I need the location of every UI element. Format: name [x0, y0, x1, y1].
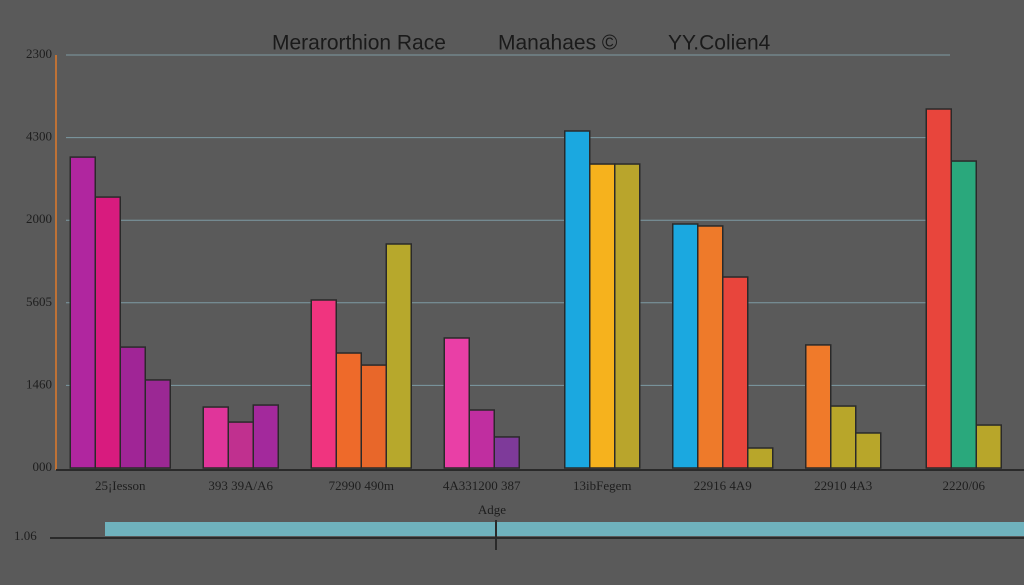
- bar: [925, 108, 952, 469]
- y-tick-label: 2000: [26, 211, 52, 226]
- x-tick-label: 4A331200 387: [443, 478, 521, 493]
- bar: [310, 299, 337, 469]
- bar: [950, 160, 977, 469]
- bar: [252, 404, 279, 469]
- chart-title: YY.Colien4: [668, 32, 771, 55]
- bar: [855, 432, 882, 469]
- y-tick-label: 4300: [26, 129, 52, 144]
- bar: [69, 156, 96, 469]
- bar: [830, 405, 857, 469]
- bar: [747, 447, 774, 469]
- bar: [805, 344, 832, 469]
- chart-title: Manahaes ©: [498, 32, 618, 55]
- x-tick-label: 22910 4A3: [814, 478, 872, 493]
- x-tick-label: 2220/06: [942, 478, 985, 493]
- bar: [589, 163, 616, 469]
- bar: [119, 346, 146, 469]
- bar: [975, 424, 1002, 469]
- bar: [697, 225, 724, 469]
- footer-label: 1.06: [14, 528, 37, 543]
- y-tick-label: 1460: [26, 376, 52, 391]
- bar: [564, 130, 591, 469]
- bar: [202, 406, 229, 469]
- y-tick-label: 2300: [26, 46, 52, 61]
- x-tick-label: 22916 4A9: [694, 478, 752, 493]
- bar: [144, 379, 171, 469]
- bar: [614, 163, 641, 469]
- bar: [385, 243, 412, 469]
- bar: [443, 337, 470, 469]
- chart-title: Merarorthion Race: [272, 32, 446, 55]
- bar: [672, 223, 699, 469]
- bar: [227, 421, 254, 469]
- x-tick-label: 393 39A/A6: [208, 478, 273, 493]
- x-axis-label: Adge: [478, 502, 506, 517]
- y-tick-label: 5605: [26, 294, 52, 309]
- y-tick-label: 000: [33, 459, 53, 474]
- x-tick-label: 13ibFegem: [573, 478, 632, 493]
- bar: [360, 364, 387, 469]
- x-tick-label: 72990 490m: [329, 478, 394, 493]
- bar: [335, 352, 362, 469]
- bar: [468, 409, 495, 469]
- bar: [493, 436, 520, 469]
- scrollbar-thumb[interactable]: [105, 522, 1024, 536]
- bar: [722, 276, 749, 469]
- x-tick-label: 25¡Iesson: [95, 478, 146, 493]
- bar: [94, 196, 121, 469]
